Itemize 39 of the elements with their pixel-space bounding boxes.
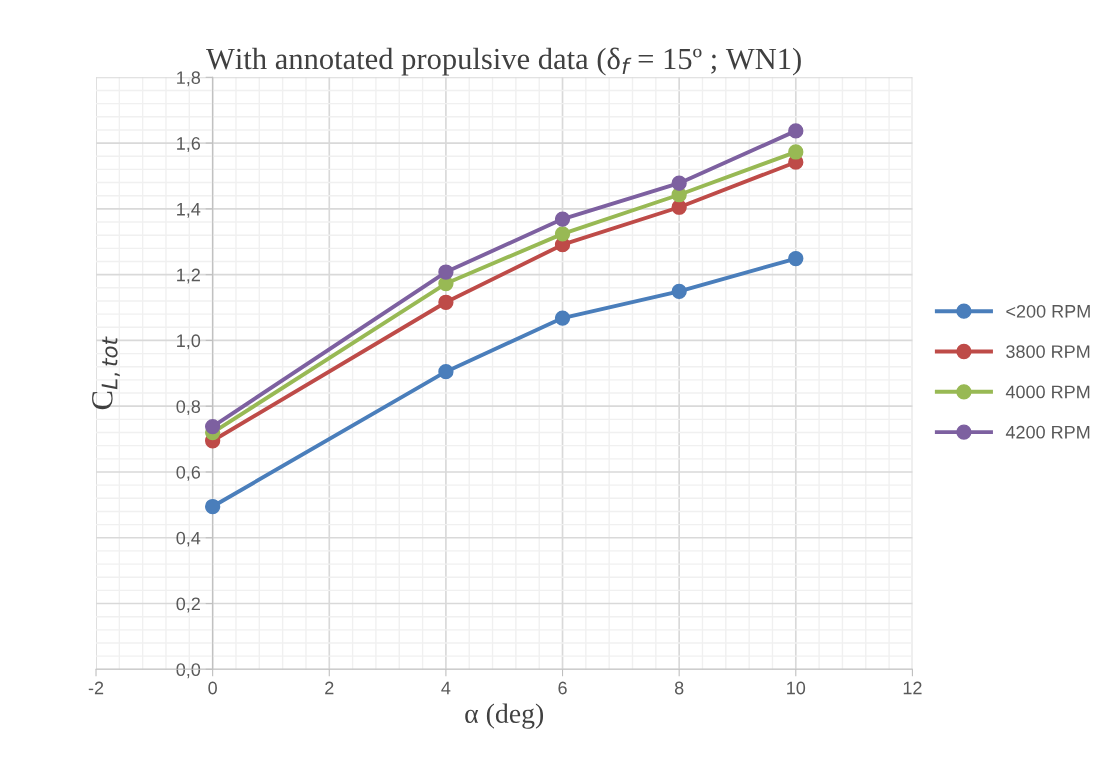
y-tick-label: 0,8	[176, 400, 201, 416]
point	[438, 294, 454, 310]
legend-label: 4200 RPM	[1005, 425, 1090, 439]
point	[671, 199, 687, 215]
x-tick-label: 2	[325, 681, 334, 695]
x-tick-label: 6	[558, 681, 567, 695]
x-tick-label: 12	[903, 681, 922, 695]
point	[554, 310, 571, 326]
y-tick-label: 0,0	[176, 663, 201, 679]
point	[554, 226, 571, 242]
legend-label: 4000 RPM	[1005, 385, 1090, 399]
x-tick-label: 10	[787, 681, 806, 695]
legend-label: 3800 RPM	[1006, 345, 1090, 359]
y-tick-label: 1,8	[177, 71, 201, 87]
y-tick-label: 1,0	[177, 334, 201, 350]
x-tick-label: 4	[441, 681, 451, 695]
x-tick-label: -2	[88, 681, 104, 695]
y-tick-label: 1,2	[177, 268, 200, 284]
y-tick-label: 0,4	[176, 531, 201, 547]
point	[671, 283, 687, 300]
point	[788, 123, 804, 139]
y-tick-label: 0,6	[176, 465, 201, 481]
y-tick-label: 0,2	[176, 597, 200, 613]
y-tick-label: 1,6	[177, 137, 201, 152]
point	[438, 364, 454, 380]
y-tick-label: 1,4	[177, 202, 201, 218]
x-axis-title: α (deg)	[465, 703, 544, 729]
y-axis-title: C$_{L,tot}$	[92, 336, 120, 410]
chart-title: With annotated propulsive data (δ$_{f}$ = 15º ; WN1)	[206, 47, 801, 76]
x-tick-label: 8	[674, 681, 684, 695]
point	[671, 175, 687, 191]
x-tick-label: 0	[208, 681, 217, 695]
point	[788, 250, 804, 267]
point	[205, 418, 221, 435]
point	[438, 264, 454, 280]
point	[554, 211, 571, 227]
legend-label: <200 RPM	[1006, 304, 1090, 318]
point	[788, 144, 804, 160]
point	[205, 498, 221, 515]
